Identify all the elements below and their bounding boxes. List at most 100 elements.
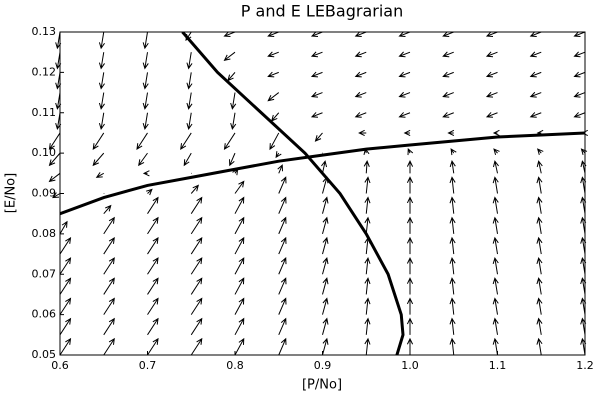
curve <box>60 131 585 216</box>
arrow <box>190 216 203 235</box>
arrow <box>449 277 456 295</box>
arrow <box>190 236 203 255</box>
arrow <box>98 72 105 90</box>
arrow <box>536 216 543 234</box>
arrow <box>190 257 203 275</box>
arrow <box>536 176 543 194</box>
arrow <box>573 112 586 118</box>
arrow <box>580 297 587 315</box>
arrow <box>492 236 499 255</box>
arrow <box>147 236 159 255</box>
arrow <box>103 337 115 356</box>
arrow <box>573 71 586 78</box>
arrow <box>580 196 587 214</box>
arrow <box>234 277 245 295</box>
arrow <box>406 297 414 315</box>
arrow <box>234 337 245 356</box>
x-tick-label: 1.2 <box>576 359 594 372</box>
arrow <box>580 317 587 335</box>
arrow <box>450 148 457 156</box>
arrow <box>278 236 287 255</box>
arrow <box>322 317 329 335</box>
arrow <box>354 112 367 118</box>
y-axis-label: [E/No] <box>4 173 19 213</box>
arrow <box>269 132 280 151</box>
arrow <box>492 129 500 136</box>
arrow <box>136 132 148 151</box>
arrow <box>190 196 203 214</box>
x-tick-label: 0.7 <box>139 359 157 372</box>
arrow <box>59 337 72 356</box>
arrow <box>142 112 149 131</box>
arrow <box>103 236 115 255</box>
arrow <box>580 236 587 255</box>
y-tick-label: 0.08 <box>32 227 57 240</box>
arrow <box>48 152 61 167</box>
arrow <box>59 277 72 295</box>
arrow <box>492 196 499 214</box>
arrow <box>142 52 149 70</box>
arrow <box>406 196 414 214</box>
arrow <box>322 277 329 295</box>
arrow <box>147 317 159 336</box>
arrow <box>267 92 280 102</box>
arrow <box>442 31 454 38</box>
arrow <box>147 337 159 356</box>
arrow <box>364 256 371 275</box>
arrow <box>398 71 411 78</box>
arrow <box>190 317 203 336</box>
arrow <box>407 148 414 156</box>
arrow <box>364 216 371 234</box>
arrow <box>278 317 287 336</box>
arrow <box>138 152 148 167</box>
arrow <box>536 196 543 214</box>
arrow <box>321 160 328 174</box>
arrow <box>278 196 287 214</box>
arrow <box>354 31 367 38</box>
y-tick-label: 0.11 <box>32 106 57 119</box>
arrow <box>223 132 236 151</box>
arrow <box>449 216 456 234</box>
arrow <box>406 277 414 295</box>
arrow <box>398 51 411 58</box>
arrow <box>322 236 329 255</box>
arrow <box>314 132 323 142</box>
arrow <box>364 337 371 356</box>
arrow <box>234 180 245 194</box>
arrow <box>278 257 287 275</box>
arrow <box>278 277 287 295</box>
arrow <box>59 297 72 315</box>
arrow <box>59 317 72 336</box>
arrow <box>92 132 105 151</box>
arrow <box>223 51 236 61</box>
arrow <box>59 257 72 275</box>
arrow <box>364 176 371 194</box>
x-tick-label: 0.8 <box>226 359 244 372</box>
arrow <box>322 337 329 356</box>
arrow <box>180 132 192 151</box>
arrow <box>190 184 200 194</box>
arrow <box>442 51 454 58</box>
arrow <box>322 196 329 214</box>
y-tick-label: 0.09 <box>32 187 57 200</box>
arrow <box>536 297 543 315</box>
arrow <box>55 52 62 70</box>
arrow <box>449 337 456 356</box>
arrow <box>364 317 371 335</box>
arrow <box>278 216 287 235</box>
y-tick-label: 0.10 <box>32 146 57 159</box>
arrow <box>580 148 588 156</box>
arrow <box>267 31 279 38</box>
arrow <box>55 92 62 110</box>
arrow <box>278 176 287 194</box>
arrow <box>55 31 62 50</box>
arrow <box>536 337 543 356</box>
arrow <box>529 31 542 38</box>
arrow <box>580 160 587 174</box>
arrow <box>580 277 587 295</box>
arrow <box>186 92 193 110</box>
arrow <box>449 256 456 275</box>
curve <box>181 32 405 355</box>
arrow <box>580 216 587 234</box>
